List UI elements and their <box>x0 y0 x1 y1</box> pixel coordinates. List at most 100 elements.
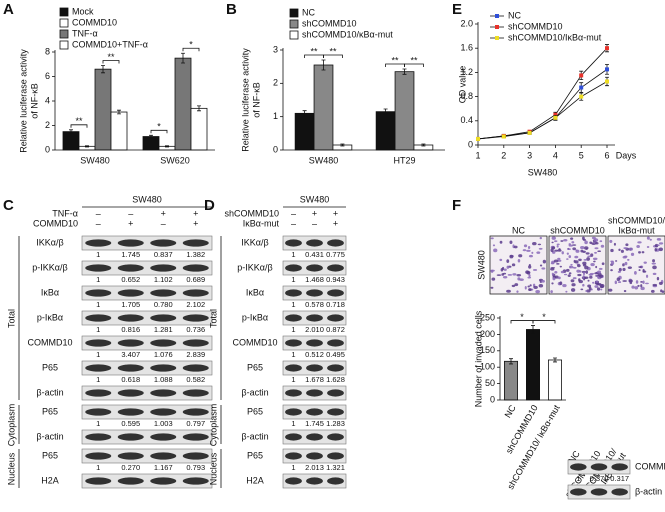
error-bar <box>165 145 169 148</box>
condition-sign: + <box>193 218 198 228</box>
band <box>285 289 302 297</box>
stained-cell <box>580 249 584 253</box>
x-tick-label: 4 <box>553 150 558 160</box>
stained-cell <box>490 286 494 289</box>
stained-cell <box>511 284 516 288</box>
stained-cell <box>630 252 635 256</box>
legend-swatch <box>59 7 69 17</box>
band <box>85 264 112 272</box>
stained-cell <box>493 248 498 253</box>
legend-label: Mock <box>72 6 94 16</box>
y-tick-label: 3 <box>273 44 278 54</box>
condition-sign: – <box>96 218 101 228</box>
stained-cell <box>500 268 504 272</box>
quantification: 2.010 <box>305 325 324 334</box>
band <box>285 239 302 247</box>
band <box>327 339 344 347</box>
band <box>306 408 323 416</box>
row-label: P65 <box>42 362 58 372</box>
band <box>150 408 177 416</box>
stained-cell <box>507 273 513 276</box>
row-label: P65 <box>247 406 263 416</box>
stained-cell <box>568 255 572 259</box>
y-axis-label: Relative luciferase activity <box>18 49 28 153</box>
stained-cell <box>597 250 602 253</box>
stained-cell <box>587 255 592 258</box>
significance-mark: * <box>542 312 546 322</box>
row-label: β-actin <box>241 387 268 397</box>
error-bar <box>531 325 535 334</box>
blot-strip <box>81 385 213 401</box>
stained-cell <box>594 251 597 254</box>
error-bar <box>421 143 426 147</box>
stained-cell <box>628 279 633 283</box>
quantification: 0.872 <box>326 325 345 334</box>
blot-strip <box>81 285 213 301</box>
quantification: 1.003 <box>154 419 173 428</box>
band <box>85 389 112 397</box>
band <box>327 433 344 441</box>
legend-marker <box>495 36 499 40</box>
quantification: 0.718 <box>326 300 345 309</box>
quantification: 0.317 <box>610 474 629 483</box>
stained-cell <box>614 280 618 285</box>
stained-cell <box>516 290 519 293</box>
stained-cell <box>538 283 544 288</box>
stained-cell <box>579 270 582 273</box>
stained-cell <box>559 281 563 286</box>
stained-cell <box>600 288 603 291</box>
stained-cell <box>617 270 621 273</box>
condition-label: IκBα-mut <box>243 218 280 228</box>
band <box>150 239 177 247</box>
band <box>182 264 209 272</box>
bar <box>62 131 80 151</box>
y-tick-label: 4 <box>45 95 50 105</box>
stained-cell <box>584 240 588 245</box>
stained-cell <box>595 265 598 269</box>
stained-cell <box>571 241 575 244</box>
stained-cell <box>598 274 604 278</box>
stained-cell <box>557 249 562 252</box>
stained-cell <box>554 249 559 252</box>
stained-cell <box>539 264 543 267</box>
x-tick-label: HT29 <box>393 155 415 165</box>
quantification: 1 <box>96 250 100 259</box>
row-label: COMMD10 <box>232 337 277 347</box>
row-label: IκBα <box>246 287 264 297</box>
stained-cell <box>599 240 603 243</box>
band <box>150 389 177 397</box>
quantification: 0.578 <box>305 300 324 309</box>
stained-cell <box>649 238 652 241</box>
stained-cell <box>658 242 664 245</box>
image-label: IκBα-mut <box>618 225 655 235</box>
y-tick-label: 0.4 <box>460 115 473 125</box>
stained-cell <box>589 241 593 244</box>
band <box>306 389 323 397</box>
stained-cell <box>562 284 567 288</box>
significance-bracket <box>323 54 343 58</box>
significance-bracket <box>150 129 168 134</box>
stained-cell <box>582 271 586 276</box>
error-bar <box>181 52 185 64</box>
y-tick-label: 250 <box>480 312 495 322</box>
band <box>117 264 144 272</box>
quantification: 0.582 <box>186 375 205 384</box>
band <box>285 433 302 441</box>
stained-cell <box>557 276 561 280</box>
band <box>182 452 209 460</box>
stained-cell <box>652 272 657 275</box>
stained-cell <box>627 266 632 270</box>
stained-cell <box>576 269 581 273</box>
bar <box>190 107 208 151</box>
x-tick-label: 3 <box>527 150 532 160</box>
quantification: 0.495 <box>326 350 345 359</box>
stained-cell <box>526 249 531 252</box>
legend-label: shCOMMD10 <box>508 21 563 31</box>
quantification: 1.283 <box>326 419 345 428</box>
stained-cell <box>568 244 573 247</box>
image-label: shCOMMD10/ <box>608 215 665 225</box>
stained-cell <box>622 263 625 267</box>
stained-cell <box>658 247 663 252</box>
y-tick-label: 200 <box>480 329 495 339</box>
